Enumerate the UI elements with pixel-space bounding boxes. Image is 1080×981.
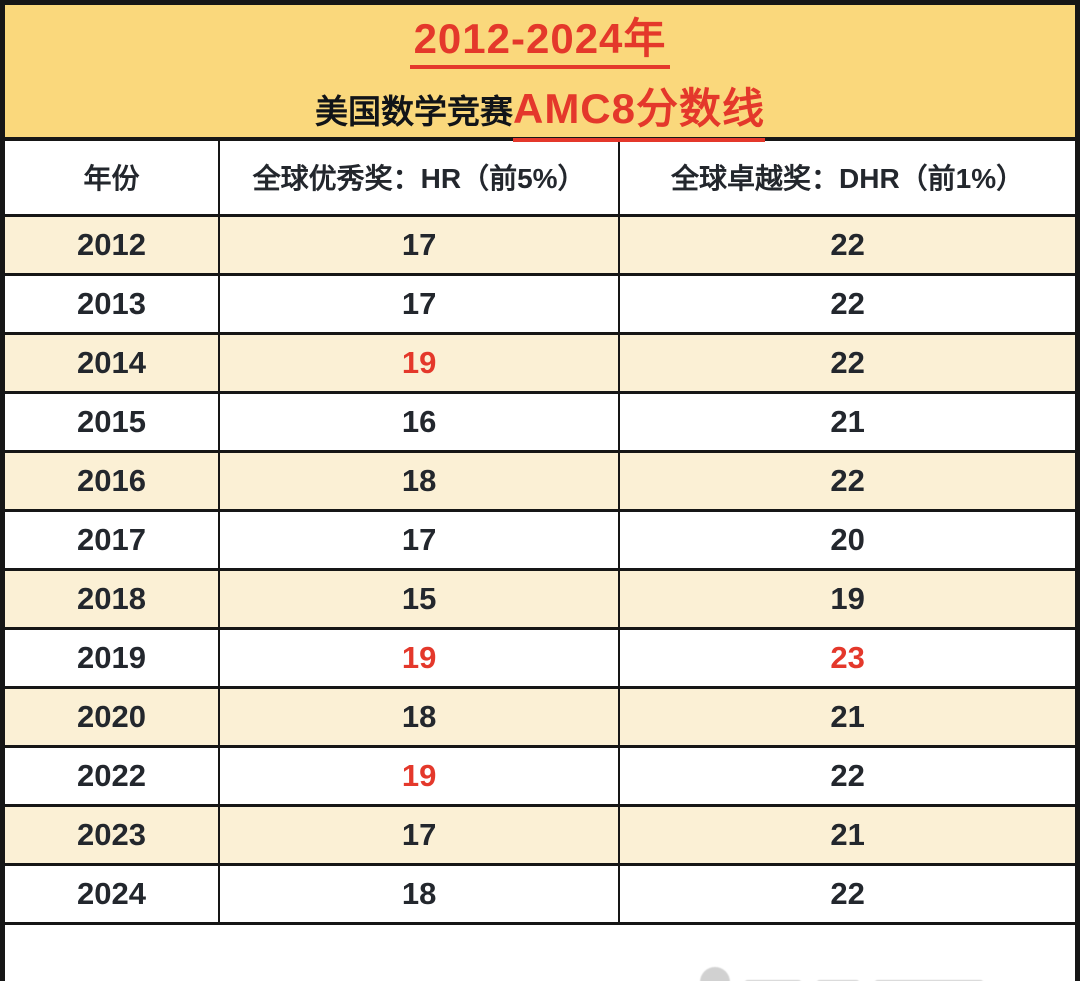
hr-cell: 18 bbox=[217, 449, 621, 512]
hr-cell: 17 bbox=[217, 508, 621, 571]
hr-cell: 19 bbox=[217, 331, 621, 394]
dhr-cell: 19 bbox=[618, 567, 1075, 630]
title-line1: 2012-2024年 bbox=[409, 5, 671, 69]
hr-cell: 17 bbox=[217, 213, 621, 276]
year-cell: 2015 bbox=[5, 390, 220, 453]
col-header-dhr: 全球卓越奖：DHR（前1%） bbox=[618, 141, 1075, 217]
table-row: 2017 17 20 bbox=[5, 508, 1075, 571]
dhr-cell: 22 bbox=[618, 213, 1075, 276]
col-header-year: 年份 bbox=[5, 141, 220, 217]
dhr-cell: 21 bbox=[618, 685, 1075, 748]
dhr-cell: 21 bbox=[618, 803, 1075, 866]
hr-cell: 16 bbox=[217, 390, 621, 453]
table-row: 2016 18 22 bbox=[5, 449, 1075, 512]
table-row: 2014 19 22 bbox=[5, 331, 1075, 394]
header-row: 年份 全球优秀奖：HR（前5%） 全球卓越奖：DHR（前1%） bbox=[5, 141, 1075, 217]
hr-cell: 18 bbox=[217, 685, 621, 748]
title-year-range: 2012-2024年 bbox=[409, 14, 671, 69]
hr-cell: 18 bbox=[217, 862, 621, 925]
dhr-cell: 22 bbox=[618, 449, 1075, 512]
table-row: 2015 16 21 bbox=[5, 390, 1075, 453]
table-row: 2024 18 22 bbox=[5, 862, 1075, 925]
year-cell: 2023 bbox=[5, 803, 220, 866]
title-competition-name: 美国数学竞赛 bbox=[314, 92, 513, 130]
dhr-cell: 22 bbox=[618, 272, 1075, 335]
hr-cell: 17 bbox=[217, 803, 621, 866]
watermark-logo-icon bbox=[700, 967, 730, 981]
table-row: 2022 19 22 bbox=[5, 744, 1075, 807]
table-body: 2012 17 22 2013 17 22 2014 19 22 2015 16 21 2016 18 22… bbox=[5, 213, 1075, 925]
table-row: 2018 15 19 bbox=[5, 567, 1075, 630]
title-amc8-cutoff: AMC8分数线 bbox=[512, 75, 765, 142]
banner: 2012-2024年 美国数学竞赛 AMC8分数线 bbox=[5, 5, 1075, 142]
table-row: 2019 19 23 bbox=[5, 626, 1075, 689]
dhr-cell: 20 bbox=[618, 508, 1075, 571]
hr-cell: 19 bbox=[217, 626, 621, 689]
hr-cell: 17 bbox=[217, 272, 621, 335]
score-table: 年份 全球优秀奖：HR（前5%） 全球卓越奖：DHR（前1%） 2012 17 22… bbox=[5, 141, 1075, 925]
hr-cell: 15 bbox=[217, 567, 621, 630]
watermark bbox=[700, 967, 984, 981]
dhr-cell: 21 bbox=[618, 390, 1075, 453]
year-cell: 2020 bbox=[5, 685, 220, 748]
table-row: 2013 17 22 bbox=[5, 272, 1075, 335]
year-cell: 2016 bbox=[5, 449, 220, 512]
year-cell: 2022 bbox=[5, 744, 220, 807]
year-cell: 2018 bbox=[5, 567, 220, 630]
dhr-cell: 22 bbox=[618, 331, 1075, 394]
dhr-cell: 23 bbox=[618, 626, 1075, 689]
title-line2: 美国数学竞赛 AMC8分数线 bbox=[315, 75, 765, 142]
table-row: 2023 17 21 bbox=[5, 803, 1075, 866]
dhr-cell: 22 bbox=[618, 744, 1075, 807]
year-cell: 2017 bbox=[5, 508, 220, 571]
year-cell: 2014 bbox=[5, 331, 220, 394]
col-header-hr: 全球优秀奖：HR（前5%） bbox=[217, 141, 621, 217]
year-cell: 2019 bbox=[5, 626, 220, 689]
table-row: 2020 18 21 bbox=[5, 685, 1075, 748]
table-row: 2012 17 22 bbox=[5, 213, 1075, 276]
dhr-cell: 22 bbox=[618, 862, 1075, 925]
year-cell: 2013 bbox=[5, 272, 220, 335]
year-cell: 2012 bbox=[5, 213, 220, 276]
year-cell: 2024 bbox=[5, 862, 220, 925]
hr-cell: 19 bbox=[217, 744, 621, 807]
